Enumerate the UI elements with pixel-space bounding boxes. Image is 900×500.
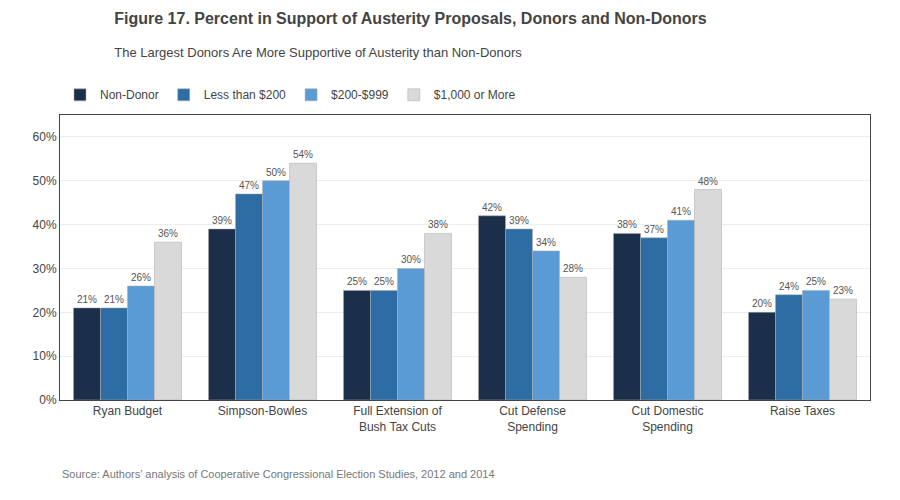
- svg-text:25%: 25%: [347, 276, 367, 287]
- svg-text:37%: 37%: [644, 224, 664, 235]
- svg-text:25%: 25%: [374, 276, 394, 287]
- svg-text:41%: 41%: [671, 206, 691, 217]
- svg-text:28%: 28%: [563, 263, 583, 274]
- svg-text:50%: 50%: [266, 167, 286, 178]
- svg-text:20%: 20%: [752, 298, 772, 309]
- svg-text:36%: 36%: [158, 228, 178, 239]
- svg-text:21%: 21%: [104, 294, 124, 305]
- svg-text:Less than $200: Less than $200: [204, 88, 286, 102]
- svg-text:25%: 25%: [806, 276, 826, 287]
- svg-text:30%: 30%: [33, 262, 57, 276]
- svg-text:Non-Donor: Non-Donor: [100, 88, 159, 102]
- svg-text:Figure 17. Percent in Support: Figure 17. Percent in Support of Austeri…: [114, 10, 706, 27]
- svg-text:40%: 40%: [33, 218, 57, 232]
- svg-text:26%: 26%: [131, 272, 151, 283]
- svg-text:60%: 60%: [33, 130, 57, 144]
- svg-text:Cut DomesticSpending: Cut DomesticSpending: [631, 404, 703, 434]
- svg-text:Ryan Budget: Ryan Budget: [93, 404, 163, 418]
- svg-text:23%: 23%: [833, 285, 853, 296]
- svg-text:48%: 48%: [698, 176, 718, 187]
- svg-text:$200-$999: $200-$999: [331, 88, 389, 102]
- svg-text:Full Extension ofBush Tax Cuts: Full Extension ofBush Tax Cuts: [353, 404, 442, 434]
- svg-text:39%: 39%: [212, 215, 232, 226]
- svg-text:38%: 38%: [617, 219, 637, 230]
- svg-text:24%: 24%: [779, 281, 799, 292]
- svg-text:The Largest Donors Are More Su: The Largest Donors Are More Supportive o…: [114, 45, 522, 60]
- svg-text:39%: 39%: [509, 215, 529, 226]
- svg-text:34%: 34%: [536, 237, 556, 248]
- svg-text:47%: 47%: [239, 180, 259, 191]
- svg-text:Raise Taxes: Raise Taxes: [770, 404, 835, 418]
- svg-text:50%: 50%: [33, 174, 57, 188]
- svg-text:Source: Authors’ analysis of C: Source: Authors’ analysis of Cooperative…: [62, 468, 495, 480]
- svg-text:30%: 30%: [401, 254, 421, 265]
- svg-text:0%: 0%: [39, 393, 57, 407]
- svg-text:10%: 10%: [33, 349, 57, 363]
- svg-text:54%: 54%: [293, 149, 313, 160]
- svg-text:42%: 42%: [482, 202, 502, 213]
- svg-text:38%: 38%: [428, 219, 448, 230]
- svg-text:20%: 20%: [33, 306, 57, 320]
- svg-text:Simpson-Bowles: Simpson-Bowles: [218, 404, 307, 418]
- svg-text:Cut DefenseSpending: Cut DefenseSpending: [499, 404, 566, 434]
- svg-text:$1,000 or More: $1,000 or More: [434, 88, 516, 102]
- svg-text:21%: 21%: [77, 294, 97, 305]
